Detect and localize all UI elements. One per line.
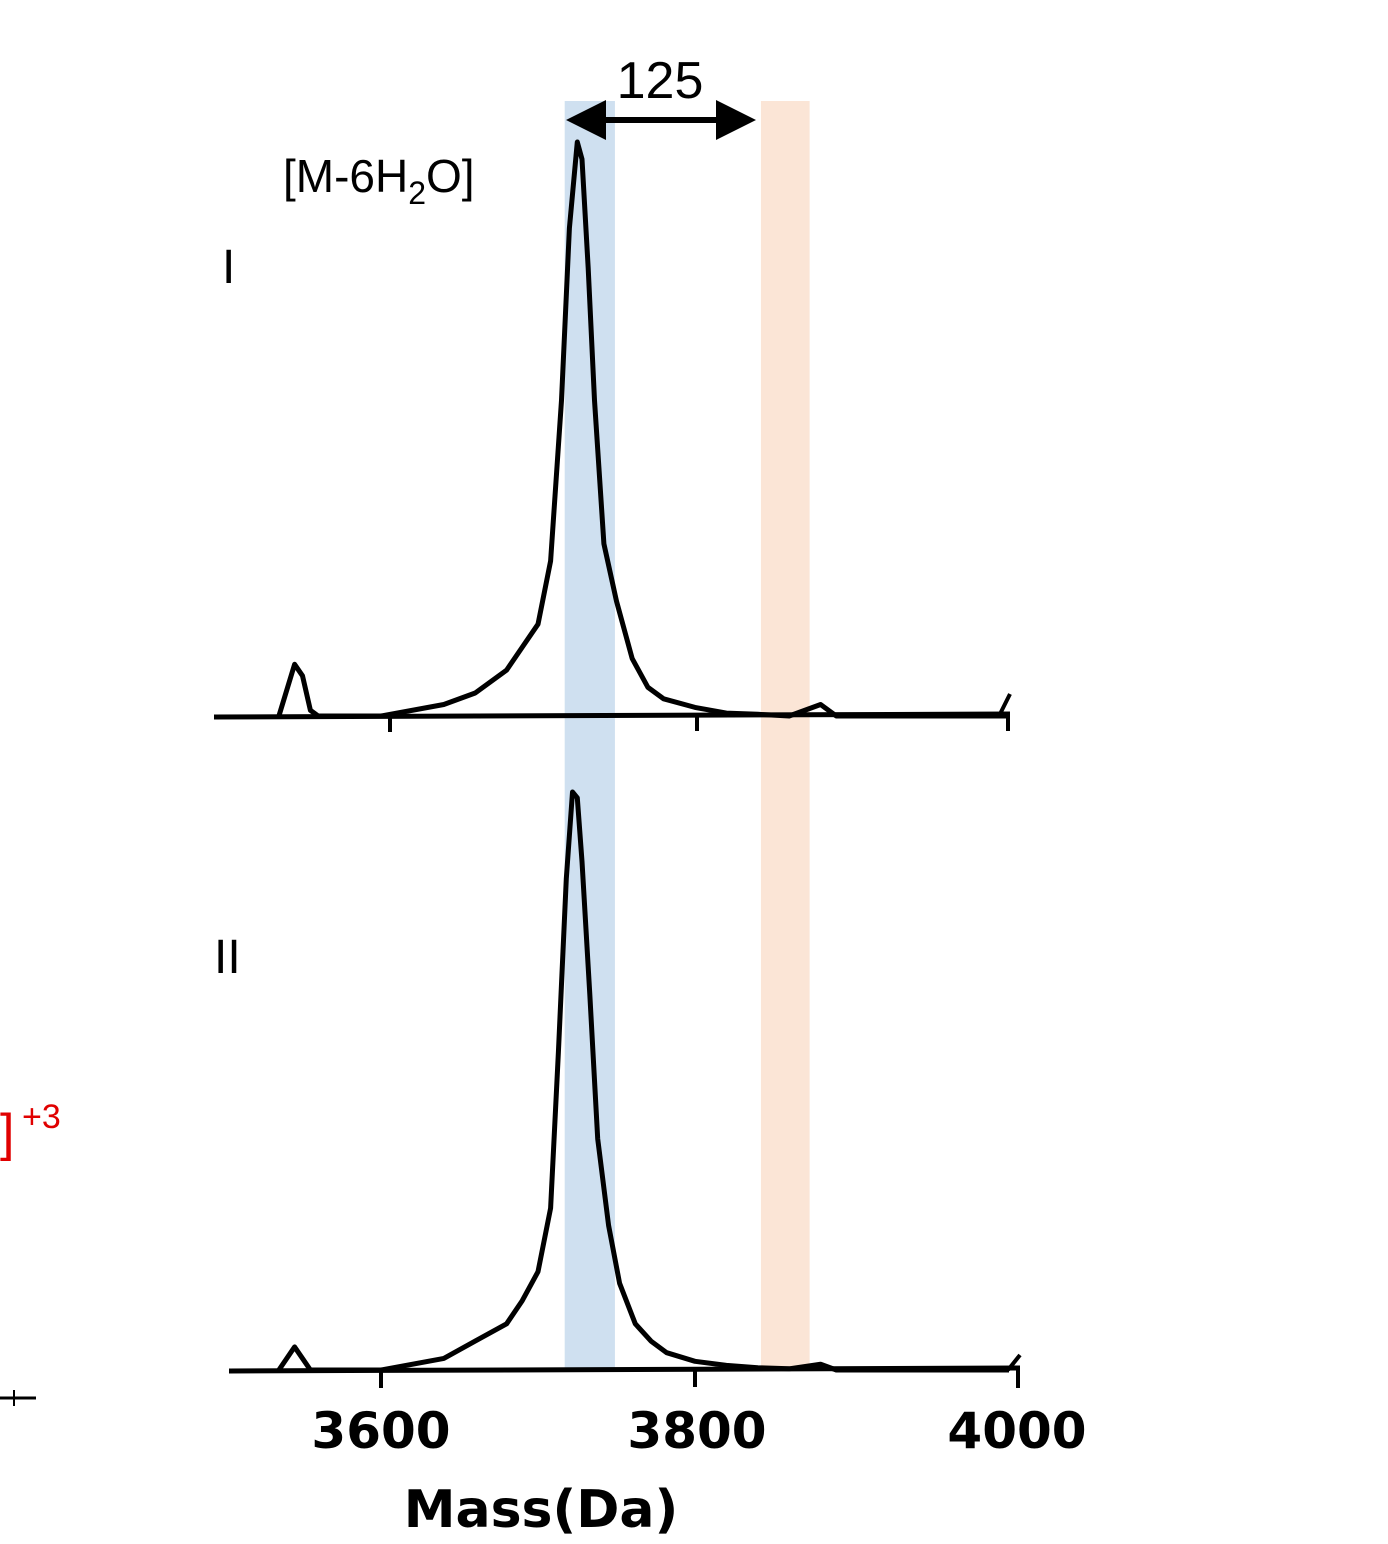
x-axis-title: Mass(Da)	[404, 1480, 679, 1540]
x-tick-label: 4000	[947, 1402, 1086, 1460]
arrow-left-icon	[566, 100, 606, 140]
x-axis: 3600 3800 4000 Mass(Da)	[311, 1368, 1087, 1540]
panel-i-axis-break	[997, 693, 1012, 717]
panel-ii: II	[214, 789, 1022, 1374]
panel-ii-label: II	[214, 931, 241, 984]
x-tick-label: 3600	[311, 1402, 450, 1460]
panel-ii-trace	[276, 789, 1009, 1373]
highlight-band	[760, 101, 810, 1370]
panel-i: I [M-6H2O]	[213, 139, 1012, 732]
panel-i-label: I	[222, 241, 235, 294]
edge-superscript: +3	[22, 1098, 61, 1136]
x-tick-label: 3800	[627, 1402, 766, 1460]
edge-bracket: ]	[0, 1104, 14, 1162]
mass-difference-label: 125	[617, 52, 704, 110]
cropped-edge-fragment: ] +3	[0, 1098, 61, 1406]
panel-i-trace	[276, 139, 1009, 719]
panel-ii-axis-break	[1006, 1353, 1022, 1372]
arrow-right-icon	[716, 100, 756, 140]
peak-annotation: [M-6H2O]	[283, 150, 475, 211]
mass-difference-annotation: 125	[566, 52, 756, 140]
